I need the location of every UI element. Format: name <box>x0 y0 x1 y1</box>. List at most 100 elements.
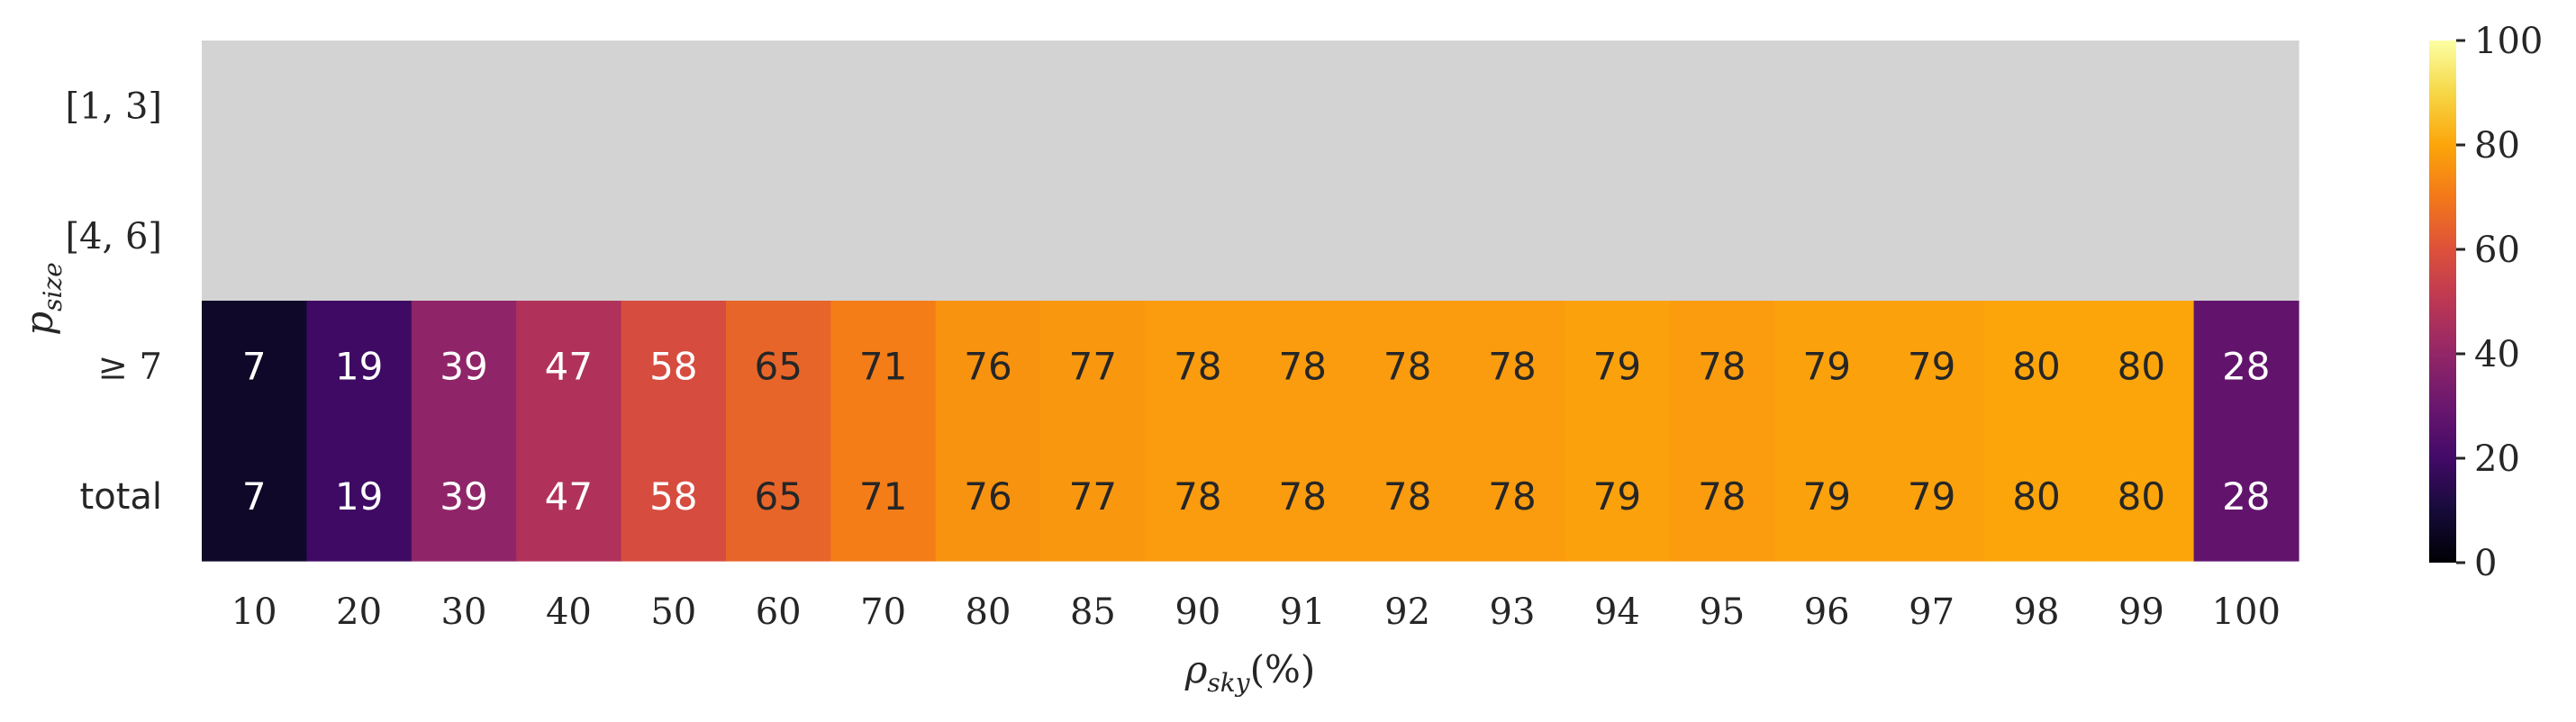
heatmap-cell <box>202 170 307 302</box>
heatmap-cell <box>1565 170 1671 302</box>
cell-value-label: 78 <box>1698 344 1746 388</box>
heatmap-cell <box>1669 301 1775 432</box>
heatmap-cell <box>1879 301 1985 432</box>
heatmap-cell <box>726 430 831 562</box>
heatmap-cell <box>1774 170 1880 302</box>
x-tick-label: 100 <box>2212 591 2281 633</box>
cell-value-label: 78 <box>1278 474 1326 519</box>
heatmap-cell <box>1565 430 1671 562</box>
x-tick-label: 96 <box>1804 591 1850 633</box>
x-tick-label: 97 <box>1909 591 1955 633</box>
x-tick-label: 85 <box>1070 591 1116 633</box>
heatmap-cell <box>1145 41 1251 172</box>
x-tick-label: 92 <box>1384 591 1430 633</box>
heatmap-cell <box>1774 41 1880 172</box>
cell-value-label: 80 <box>2012 474 2060 519</box>
cell-value-label: 47 <box>545 474 593 519</box>
heatmap-cell <box>621 301 727 432</box>
heatmap-cell <box>1355 41 1461 172</box>
heatmap-cell <box>1145 301 1251 432</box>
cell-value-label: 58 <box>649 344 697 388</box>
cell-value-label: 7 <box>242 474 267 519</box>
y-tick-label: [1, 3] <box>65 86 162 127</box>
y-axis-label-symbol: p <box>17 311 61 336</box>
cell-value-label: 78 <box>1174 344 1221 388</box>
y-axis-ticks: [1, 3] [4, 6] ≥ 7 total <box>65 86 162 518</box>
cell-value-label: 79 <box>1593 344 1641 388</box>
cell-value-label: 58 <box>649 474 697 519</box>
heatmap-cell <box>1040 170 1147 302</box>
heatmap-cell <box>621 170 727 302</box>
cell-value-label: 71 <box>859 474 907 519</box>
cell-value-label: 76 <box>964 474 1011 519</box>
heatmap-cell <box>726 41 831 172</box>
heatmap-cell <box>1250 170 1356 302</box>
cell-value-label: 78 <box>1383 474 1431 519</box>
heatmap-cell <box>516 430 622 562</box>
heatmap-cell <box>411 301 517 432</box>
x-tick-label: 90 <box>1175 591 1220 633</box>
colorbar <box>2429 41 2456 563</box>
heatmap-cell <box>621 41 727 172</box>
cell-value-label: 78 <box>1383 344 1431 388</box>
heatmap-cell <box>1879 41 1985 172</box>
x-tick-label: 60 <box>756 591 802 633</box>
colorbar-tick-label: 60 <box>2474 230 2520 271</box>
cell-value-label: 79 <box>1802 474 1850 519</box>
heatmap-cell <box>1983 170 2090 302</box>
heatmap-cell <box>1355 170 1461 302</box>
heatmap-cell <box>1669 430 1775 562</box>
heatmap-cell <box>830 430 937 562</box>
heatmap-cell <box>306 41 413 172</box>
heatmap-cell <box>2089 301 2195 432</box>
x-tick-label: 70 <box>860 591 906 633</box>
heatmap-cell <box>202 301 307 432</box>
colorbar-tick-label: 40 <box>2474 334 2520 375</box>
heatmap-cell <box>830 41 937 172</box>
heatmap-cell <box>1250 41 1356 172</box>
heatmap-cell <box>1355 301 1461 432</box>
heatmap-cell <box>2089 430 2195 562</box>
x-tick-label: 98 <box>2014 591 2060 633</box>
heatmap-cell <box>1774 430 1880 562</box>
x-tick-label: 91 <box>1280 591 1326 633</box>
colorbar-tick-label: 100 <box>2474 21 2543 62</box>
cell-value-label: 76 <box>964 344 1011 388</box>
cell-value-label: 19 <box>335 474 383 519</box>
heatmap-cell <box>1669 41 1775 172</box>
cell-value-label: 80 <box>2118 344 2165 388</box>
cell-value-label: 80 <box>2118 474 2165 519</box>
heatmap-cell <box>516 170 622 302</box>
y-tick-label: [4, 6] <box>65 216 162 257</box>
heatmap-cell <box>1879 430 1985 562</box>
heatmap-cell <box>1040 41 1147 172</box>
heatmap-cell <box>2089 170 2195 302</box>
cell-value-label: 7 <box>242 344 267 388</box>
heatmap-cell <box>726 170 831 302</box>
cell-value-label: 19 <box>335 344 383 388</box>
heatmap-cell <box>830 170 937 302</box>
cell-value-label: 39 <box>440 344 487 388</box>
heatmap-cell <box>621 430 727 562</box>
y-tick-label: total <box>80 476 162 518</box>
heatmap-cell <box>1145 430 1251 562</box>
x-axis-label-subscript: sky <box>1207 668 1250 698</box>
heatmap-cell <box>2193 170 2299 302</box>
heatmap-cell <box>2089 41 2195 172</box>
heatmap-cell <box>2193 301 2299 432</box>
heatmap-cell <box>306 430 413 562</box>
heatmap-cell <box>935 430 1041 562</box>
heatmap-cell <box>1355 430 1461 562</box>
heatmap-cell <box>411 430 517 562</box>
x-axis-label: ρsky(%) <box>1184 647 1316 698</box>
heatmap-cell <box>1459 170 1565 302</box>
heatmap-cell <box>726 301 831 432</box>
cell-value-label: 77 <box>1069 474 1117 519</box>
cell-value-label: 78 <box>1278 344 1326 388</box>
heatmap-cell <box>1459 41 1565 172</box>
cell-value-label: 79 <box>1593 474 1641 519</box>
heatmap-cell <box>2193 430 2299 562</box>
y-tick-label: ≥ 7 <box>97 346 162 387</box>
colorbar-tick-label: 80 <box>2474 125 2520 167</box>
